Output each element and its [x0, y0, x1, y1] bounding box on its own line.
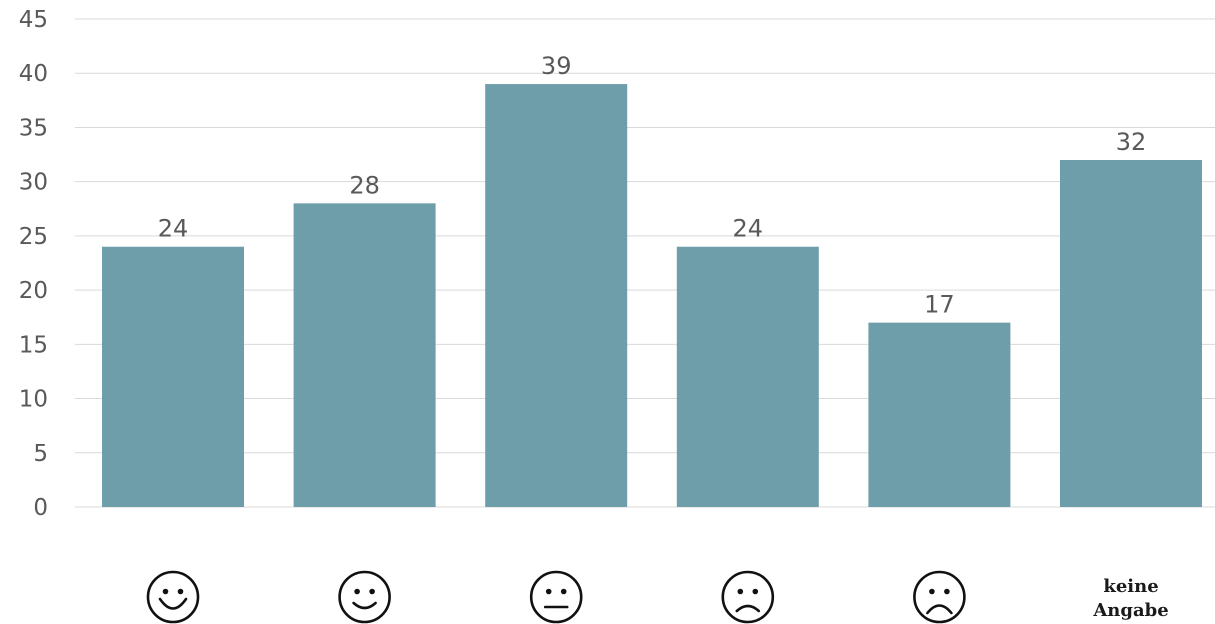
neutral-face-icon	[529, 570, 583, 624]
y-tick-label-15: 15	[19, 332, 48, 358]
bar-2	[293, 203, 436, 507]
y-tick-label-10: 10	[19, 387, 48, 413]
gridlines	[75, 18, 1215, 508]
happy-face-icon	[338, 570, 391, 624]
data-label-1: 24	[158, 215, 189, 243]
bar-5	[868, 322, 1011, 507]
bar-3	[485, 84, 628, 508]
sad-face-icon	[721, 570, 775, 624]
y-tick-label-40: 40	[19, 61, 48, 87]
y-tick-label-45: 45	[19, 7, 48, 33]
very-sad-face-icon	[913, 570, 966, 624]
y-tick-label-20: 20	[19, 278, 48, 304]
y-tick-label-5: 5	[33, 441, 48, 467]
bar-6	[1060, 159, 1202, 507]
y-tick-label-25: 25	[19, 224, 48, 250]
data-labels: 24 28 39 24 17 32	[158, 52, 1147, 319]
very-happy-face-icon	[146, 570, 200, 624]
data-label-4: 24	[733, 215, 764, 243]
bars	[102, 84, 1202, 508]
category-label-6-line-1: keine	[1103, 576, 1158, 597]
y-tick-label-35: 35	[19, 115, 48, 141]
y-tick-label-0: 0	[33, 495, 48, 521]
x-axis-categories: keine Angabe	[146, 570, 1169, 624]
y-tick-label-30: 30	[19, 170, 48, 196]
bar-1	[102, 246, 244, 507]
category-label-6-line-2: Angabe	[1092, 600, 1168, 621]
data-label-6: 32	[1116, 128, 1147, 156]
data-label-2: 28	[349, 171, 380, 199]
y-axis-tick-labels: 0 5 10 15 20 25 30 35 40 45	[19, 7, 48, 521]
data-label-3: 39	[541, 52, 572, 80]
bar-4	[676, 246, 819, 507]
data-label-5: 17	[924, 291, 955, 319]
